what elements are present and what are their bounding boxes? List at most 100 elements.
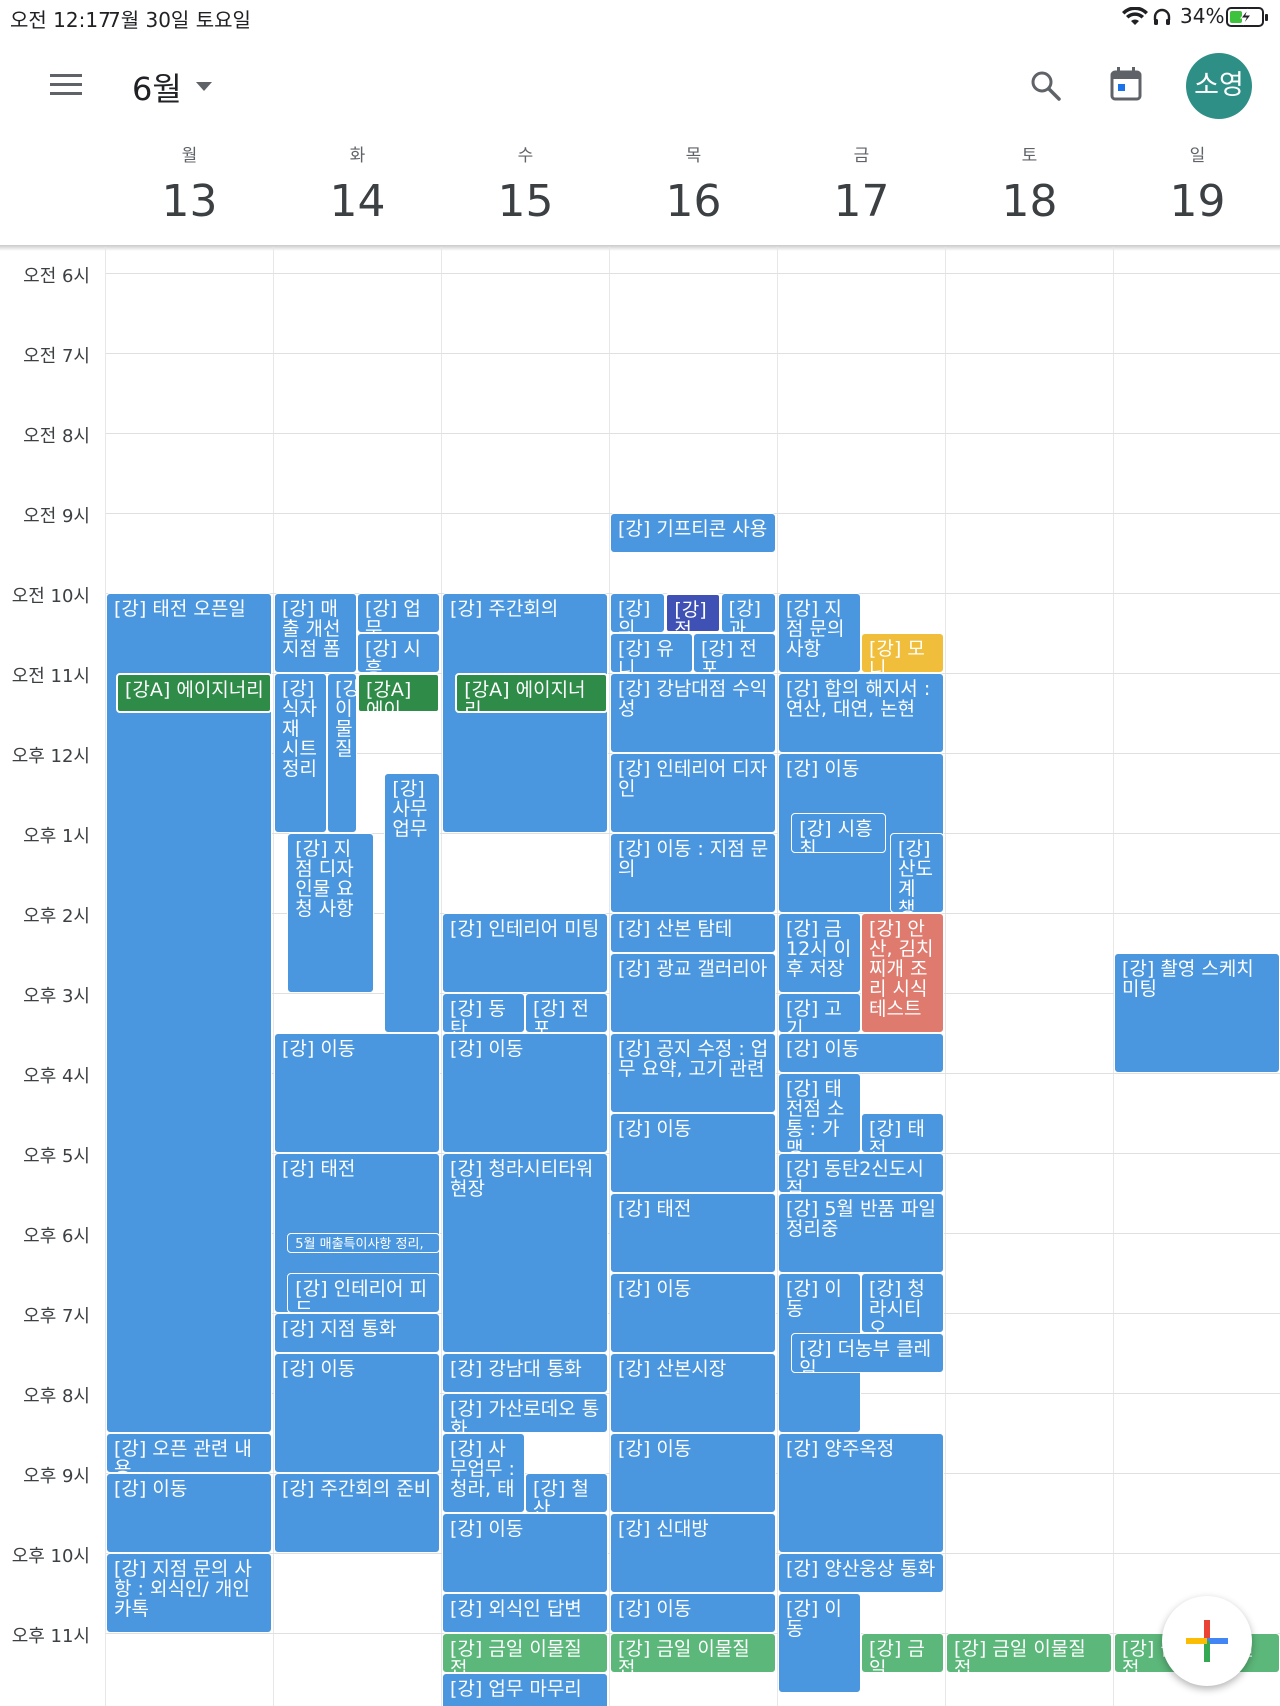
calendar-event[interactable]: [강] 식자재 시트 정리: [274, 673, 328, 833]
day-header[interactable]: 일 19: [1114, 135, 1280, 245]
plus-icon: [1186, 1620, 1228, 1662]
calendar-event[interactable]: [강] 청라시티타워 현장: [442, 1153, 608, 1353]
calendar-event[interactable]: [강A] 에이지너리: [455, 673, 608, 713]
calendar-event[interactable]: [강] 이동: [442, 1513, 608, 1593]
calendar-event[interactable]: [강] 철산: [525, 1473, 608, 1513]
calendar-event[interactable]: [강] 산본시장: [610, 1353, 776, 1433]
calendar-event[interactable]: [강] 양주옥정: [778, 1433, 944, 1553]
week-grid[interactable]: 오전 6시 오전 7시 오전 8시 오전 9시 오전 10시 오전 11시 오후 12시 오후…: [0, 247, 1280, 1706]
calendar-event[interactable]: [강] 지점 디자인물 요청 사항: [287, 833, 374, 993]
calendar-event[interactable]: [강] 동탄: [442, 993, 525, 1033]
app-bar: 6월 소영: [0, 40, 1280, 135]
calendar-event[interactable]: [강] 이동: [106, 1473, 272, 1553]
calendar-event[interactable]: [강] 이동: [274, 1033, 440, 1153]
calendar-event[interactable]: [강] 이동: [610, 1593, 776, 1633]
calendar-event[interactable]: [강] 시흥 최: [791, 813, 886, 853]
calendar-event[interactable]: [강] 이동: [274, 1353, 440, 1473]
calendar-event[interactable]: [강] 청라시티 오: [861, 1273, 944, 1333]
day-header[interactable]: 토 18: [946, 135, 1113, 245]
calendar-event[interactable]: [강] 외식인 답변: [442, 1593, 608, 1633]
calendar-event[interactable]: [강] 신대방: [610, 1513, 776, 1593]
calendar-event[interactable]: [강] 합의 해지서 : 연산, 대연, 논현: [778, 673, 944, 753]
calendar-event[interactable]: [강] 공지 수정 : 업무 요약, 고기 관련: [610, 1033, 776, 1113]
calendar-event[interactable]: [강] 의: [610, 593, 666, 633]
calendar-event[interactable]: 5월 매출특이사항 정리,: [287, 1233, 440, 1253]
calendar-event[interactable]: [강] 인테리어 피드: [287, 1273, 440, 1313]
calendar-event[interactable]: [강] 오픈 관련 내용: [106, 1433, 272, 1473]
calendar-event[interactable]: [강] 지점 문의 사항 : 외식인/ 개인 카톡: [106, 1553, 272, 1633]
calendar-event[interactable]: [강] 금일 이물질 접: [610, 1633, 776, 1673]
status-time: 오전 12:17: [10, 8, 111, 32]
calendar-event[interactable]: [강] 태전: [861, 1113, 944, 1153]
calendar-event[interactable]: [강] 기프티콘 사용: [610, 513, 776, 553]
calendar-event[interactable]: [강] 강남대 통화: [442, 1353, 608, 1393]
calendar-event[interactable]: [강] 태전 오픈일: [106, 593, 272, 1433]
day-header[interactable]: 월 13: [106, 135, 273, 245]
calendar-event[interactable]: [강] 금일 이물질 접: [442, 1633, 608, 1673]
calendar-event[interactable]: [강] 5월 반품 파일 정리중: [778, 1193, 944, 1273]
calendar-event[interactable]: [강] 정: [665, 593, 721, 633]
search-icon[interactable]: [1030, 70, 1062, 102]
calendar-event[interactable]: [강] 동탄2신도시점: [778, 1153, 944, 1193]
calendar-event[interactable]: [강] 산도 계 챙: [890, 833, 944, 913]
hour-label: 오후 4시: [23, 1066, 90, 1087]
hour-label: 오후 10시: [11, 1546, 90, 1567]
menu-icon[interactable]: [50, 73, 84, 97]
calendar-event[interactable]: [강] 태전: [610, 1193, 776, 1273]
day-header[interactable]: 금 17: [778, 135, 945, 245]
calendar-event[interactable]: [강] 전포: [693, 633, 776, 673]
calendar-event[interactable]: [강] 매출 개선 지점 폼: [274, 593, 357, 673]
calendar-event[interactable]: [강] 시흥: [357, 633, 440, 673]
calendar-event[interactable]: [강] 강남대점 수익성: [610, 673, 776, 753]
calendar-event[interactable]: [강] 주간회의 준비: [274, 1473, 440, 1553]
calendar-event[interactable]: [강] 광교 갤러리아: [610, 953, 776, 1033]
calendar-event[interactable]: [강] 모니: [861, 633, 944, 673]
day-header[interactable]: 수 15: [442, 135, 609, 245]
day-column-divider: [1113, 247, 1114, 1706]
calendar-event[interactable]: [강] 과: [720, 593, 776, 633]
day-number: 15: [497, 176, 554, 227]
day-header[interactable]: 목 16: [610, 135, 777, 245]
avatar[interactable]: 소영: [1186, 53, 1252, 119]
calendar-event[interactable]: [강] 이동: [778, 1593, 861, 1693]
day-number: 14: [329, 176, 386, 227]
month-selector[interactable]: 6월: [132, 64, 212, 110]
calendar-event[interactable]: [강] 이동: [778, 1033, 944, 1073]
calendar-event[interactable]: [강A] 에이지너리: [116, 673, 272, 713]
calendar-event[interactable]: [강] 고기: [778, 993, 861, 1033]
calendar-event[interactable]: [강] 인테리어 디자인: [610, 753, 776, 833]
calendar-event[interactable]: [강] 산본 탐테: [610, 913, 776, 953]
calendar-event[interactable]: [강] 지점 문의 사항: [778, 593, 861, 673]
calendar-event[interactable]: [강] 지점 통화: [274, 1313, 440, 1353]
day-header[interactable]: 화 14: [274, 135, 441, 245]
calendar-event[interactable]: [강] 더농부 클레임: [791, 1333, 944, 1373]
calendar-event[interactable]: [강] 이동: [610, 1113, 776, 1193]
calendar-event[interactable]: [강] 가산로데오 통화: [442, 1393, 608, 1433]
calendar-event[interactable]: [강] 이동: [610, 1433, 776, 1513]
calendar-event[interactable]: [강] 금일 이물질 접: [946, 1633, 1112, 1673]
calendar-event[interactable]: [강] 양산웅상 통화: [778, 1553, 944, 1593]
header-divider: [0, 245, 1280, 251]
calendar-event[interactable]: [강A] 에이: [357, 673, 440, 713]
calendar-event[interactable]: [강] 안산, 김치 찌개 조리 시식 테스트: [861, 913, 944, 1033]
calendar-event[interactable]: [강] 촬영 스케치 미팅: [1114, 953, 1280, 1073]
calendar-event[interactable]: [강] 태전점 소통 : 가맹: [778, 1073, 861, 1153]
weekday-label: 월: [181, 146, 198, 166]
calendar-event[interactable]: [강] 사무업무 : 청라, 태: [442, 1433, 525, 1513]
calendar-event[interactable]: [강] 업무: [357, 593, 440, 633]
calendar-event[interactable]: [강] 유니: [610, 633, 693, 673]
calendar-event[interactable]: [강] 전포: [525, 993, 608, 1033]
calendar-event[interactable]: [강] 이동: [610, 1273, 776, 1353]
calendar-event[interactable]: [강] 업무 마무리: [442, 1673, 608, 1706]
weekday-label: 금: [853, 146, 870, 166]
calendar-event[interactable]: [강] 인테리어 미팅: [442, 913, 608, 993]
calendar-event[interactable]: [강] 이동: [442, 1033, 608, 1153]
calendar-event[interactable]: [강] 이물질: [327, 673, 357, 833]
calendar-event[interactable]: [강] 이동 : 지점 문의: [610, 833, 776, 913]
create-event-button[interactable]: [1162, 1596, 1252, 1686]
today-calendar-icon[interactable]: [1110, 67, 1142, 101]
calendar-event[interactable]: [강] 금 12시 이후 저장: [778, 913, 861, 993]
calendar-event[interactable]: [강] 금일: [861, 1633, 944, 1673]
calendar-event[interactable]: [강] 주간회의: [442, 593, 608, 833]
calendar-event[interactable]: [강] 사무업무: [384, 773, 440, 1033]
